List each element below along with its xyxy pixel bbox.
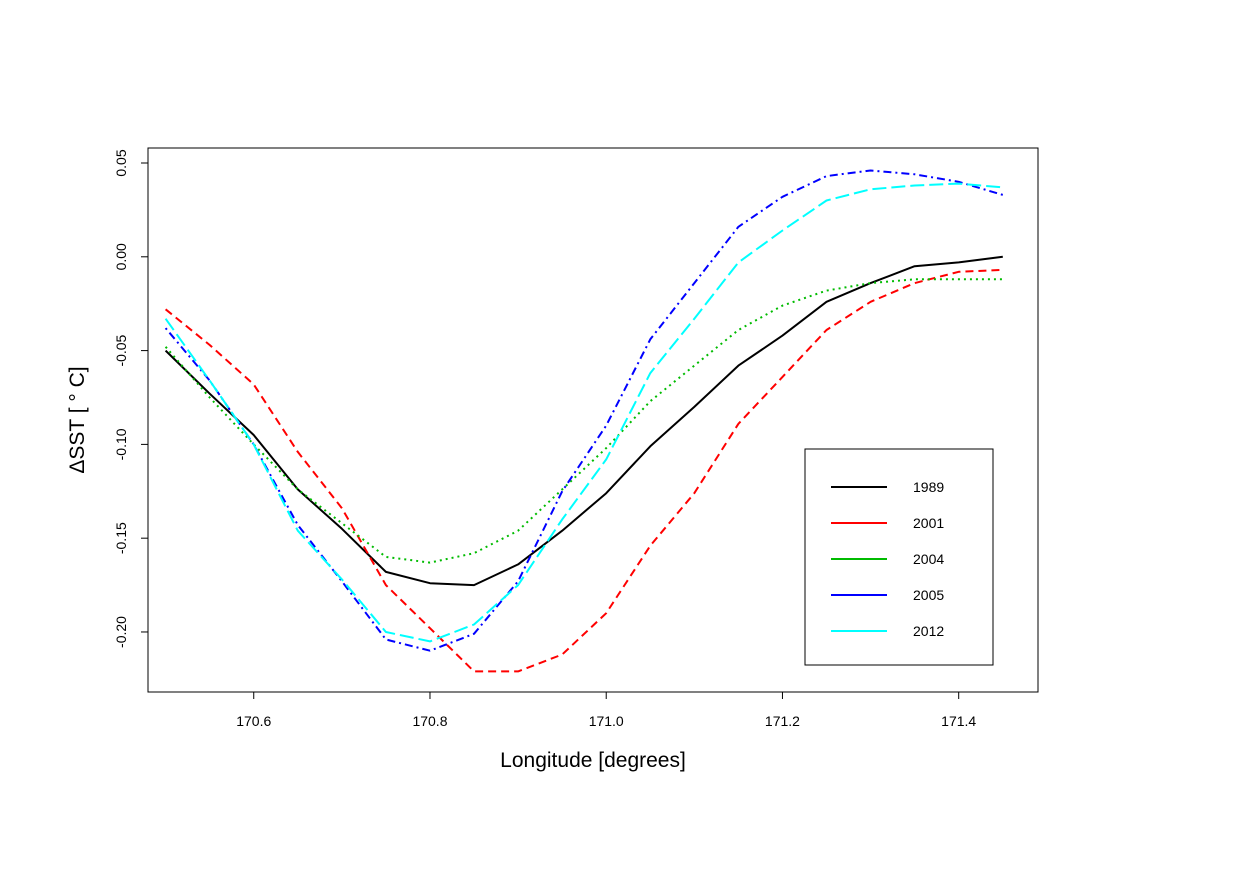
x-tick-label: 171.4 [941,713,976,729]
legend-label-2005: 2005 [913,587,944,603]
y-tick-label: 0.05 [113,149,129,176]
x-tick-label: 170.6 [236,713,271,729]
legend-label-2012: 2012 [913,623,944,639]
plot-area [164,169,1004,673]
legend-label-2004: 2004 [913,551,944,567]
y-tick-label: -0.15 [113,522,129,554]
y-axis-title: ΔSST [ ° C] [66,366,89,473]
x-tick-label: 171.2 [765,713,800,729]
x-axis: 170.6 170.8 171.0 171.2 171.4 [236,692,976,729]
y-tick-label: -0.10 [113,428,129,460]
legend-box [804,448,994,666]
x-axis-title: Longitude [degrees] [500,749,686,772]
x-tick-label: 170.8 [412,713,447,729]
x-tick-label: 171.0 [589,713,624,729]
series-line-2001 [164,268,1003,673]
y-tick-label: -0.05 [113,334,129,366]
legend-label-2001: 2001 [913,515,944,531]
legend: 1989 2001 2004 2005 2012 [804,448,994,666]
y-tick-label: 0.00 [113,243,129,270]
plot-frame [147,147,1039,693]
series-line-2012 [164,182,1003,643]
series-line-2004 [164,278,1003,564]
y-axis: 0.05 0.00 -0.05 -0.10 -0.15 -0.20 [113,149,148,648]
legend-label-1989: 1989 [913,479,944,495]
y-tick-label: -0.20 [113,616,129,648]
